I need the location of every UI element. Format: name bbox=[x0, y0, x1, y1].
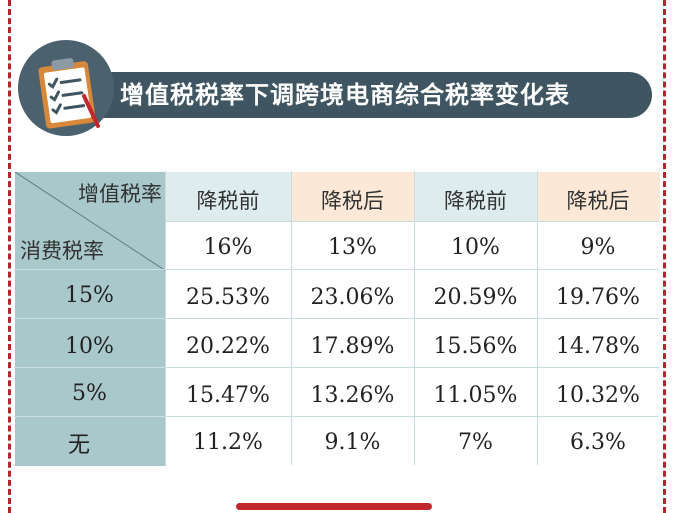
row-label: 10% bbox=[65, 334, 114, 359]
table-cell: 7% bbox=[458, 430, 493, 455]
header-bg-3 bbox=[415, 172, 538, 222]
left-dashed-border bbox=[8, 0, 11, 513]
table-cell: 9.1% bbox=[324, 430, 381, 455]
table-cell: 13.26% bbox=[310, 383, 395, 408]
vat-rate-cell: 16% bbox=[203, 235, 253, 260]
tax-rate-table bbox=[14, 171, 661, 467]
vat-rate-cell: 10% bbox=[451, 235, 500, 260]
header-before-1: 降税前 bbox=[196, 189, 260, 213]
corner-consumption-label: 消费税率 bbox=[20, 239, 104, 263]
table-cell: 25.53% bbox=[186, 285, 270, 310]
table-cell: 10.32% bbox=[556, 383, 640, 408]
vat-rate-cell: 9% bbox=[580, 235, 616, 260]
table-cell: 6.3% bbox=[570, 430, 626, 455]
title-banner bbox=[40, 72, 652, 118]
header-before-2: 降税前 bbox=[444, 189, 507, 213]
grid-line bbox=[165, 221, 659, 222]
table-cell: 15.56% bbox=[433, 334, 518, 359]
row-label: 15% bbox=[65, 283, 114, 308]
clipboard-checklist-icon bbox=[38, 58, 100, 129]
grid-line bbox=[414, 171, 415, 465]
page-title: 增值税税率下调跨境电商综合税率变化表 bbox=[120, 81, 570, 109]
header-after-1: 降税后 bbox=[321, 189, 384, 213]
grid-line bbox=[537, 171, 538, 465]
corner-vat-label: 增值税率 bbox=[78, 182, 162, 206]
table-cell: 15.47% bbox=[186, 383, 270, 408]
header-bg-2 bbox=[292, 172, 415, 222]
grid-line bbox=[291, 171, 292, 465]
right-dashed-border bbox=[663, 0, 666, 513]
grid-line bbox=[14, 367, 659, 368]
vat-rate-cell: 13% bbox=[328, 235, 377, 260]
grid-line bbox=[165, 171, 166, 465]
header-bg-4 bbox=[538, 172, 660, 222]
bottom-accent-bar bbox=[236, 503, 432, 510]
table-cell: 17.89% bbox=[310, 334, 395, 359]
row-label: 无 bbox=[68, 432, 91, 458]
row-label: 5% bbox=[72, 381, 107, 406]
corner-diagonal bbox=[15, 172, 166, 271]
table-cell: 20.59% bbox=[433, 285, 518, 310]
table-cell: 20.22% bbox=[186, 334, 270, 359]
table-cell: 11.2% bbox=[193, 430, 263, 455]
table-cell: 23.06% bbox=[310, 285, 395, 310]
grid-line bbox=[14, 269, 659, 270]
header-after-2: 降税后 bbox=[566, 189, 630, 213]
grid-line bbox=[14, 416, 659, 417]
table-cell: 19.76% bbox=[556, 285, 640, 310]
table-cell: 11.05% bbox=[433, 383, 518, 408]
table-cell: 14.78% bbox=[556, 334, 640, 359]
header-bg-1 bbox=[166, 172, 292, 222]
grid-line bbox=[14, 318, 659, 319]
